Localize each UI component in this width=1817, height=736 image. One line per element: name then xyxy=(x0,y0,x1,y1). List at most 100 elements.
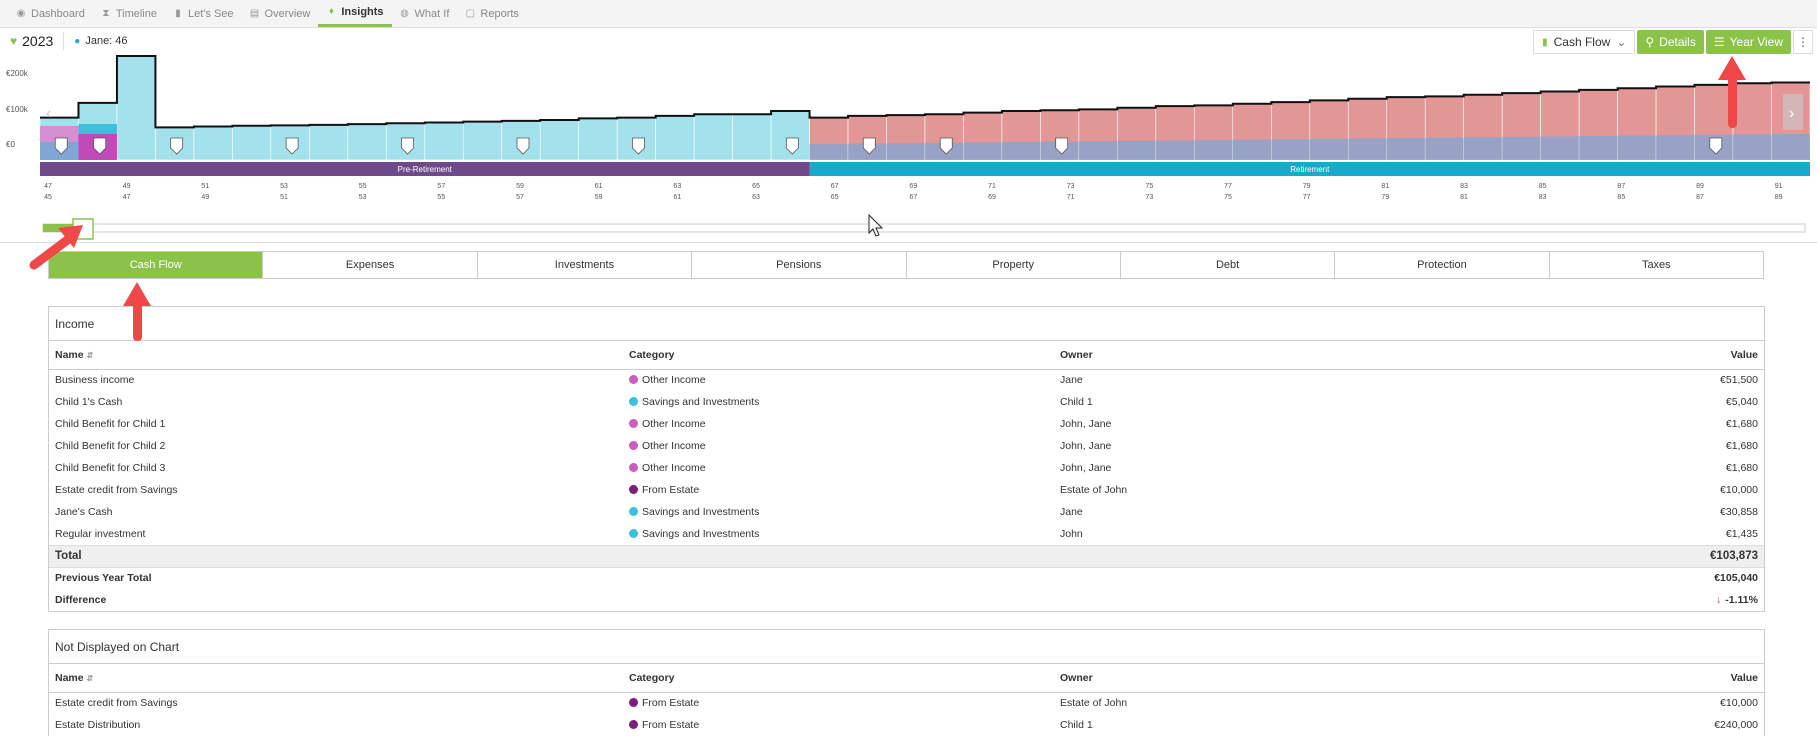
x-tick-label: 89 xyxy=(1696,183,1704,190)
year-label: 2023 xyxy=(22,33,54,49)
tab-taxes[interactable]: Taxes xyxy=(1549,252,1763,278)
row-name: Estate credit from Savings xyxy=(55,697,178,710)
bar-savings xyxy=(1733,134,1772,160)
details-button[interactable]: ⚲ Details xyxy=(1637,30,1704,54)
bar-savings xyxy=(1386,138,1426,160)
x-tick-label: 87 xyxy=(1696,194,1704,201)
col-header-name[interactable]: Name ⇵ xyxy=(49,341,623,370)
tab-debt[interactable]: Debt xyxy=(1120,252,1336,278)
nav-timeline[interactable]: ⧗ Timeline xyxy=(93,0,165,27)
x-tick-label: 49 xyxy=(123,183,131,190)
year-view-button[interactable]: ☰ Year View xyxy=(1705,30,1791,54)
sort-icon[interactable]: ⇵ xyxy=(86,673,94,683)
event-marker-icon xyxy=(516,137,530,155)
tab-cash-flow[interactable]: Cash Flow xyxy=(49,252,264,278)
row-value: €5,040 xyxy=(1725,396,1758,408)
row-name: Jane's Cash xyxy=(55,506,113,518)
nav-let-s-see[interactable]: ▮ Let's See xyxy=(165,0,242,27)
bar-savings xyxy=(963,142,1002,160)
nav-dashboard[interactable]: ◉ Dashboard xyxy=(8,0,93,27)
bar-savings xyxy=(1617,135,1657,160)
tab-property[interactable]: Property xyxy=(906,252,1121,278)
table-row[interactable]: Child Benefit for Child 2 Other Income Joh… xyxy=(49,435,1764,457)
x-tick-label: 81 xyxy=(1460,194,1468,201)
person-selector[interactable]: ● Jane: 46 xyxy=(64,35,127,47)
slider-svg xyxy=(42,218,1806,240)
more-options-icon[interactable]: ⋮ xyxy=(1793,30,1813,54)
category-dot-icon xyxy=(629,698,638,708)
tab-investments[interactable]: Investments xyxy=(477,252,693,278)
nav-overview[interactable]: ▤ Overview xyxy=(242,0,319,27)
file-icon: ▢ xyxy=(465,7,476,19)
year-view-button-label: Year View xyxy=(1729,35,1783,49)
chart-svg: €200k €100k €0 ‹ › Pre-Retirement Retirement 47… xyxy=(6,54,1811,201)
x-tick-label: 53 xyxy=(359,194,367,201)
nav-label: What If xyxy=(414,7,450,20)
table-row[interactable]: Child Benefit for Child 1 Other Income Joh… xyxy=(49,413,1764,435)
event-marker-icon xyxy=(54,137,68,155)
row-category: Other Income xyxy=(642,418,706,430)
x-tick-label: 81 xyxy=(1381,183,1389,190)
bar-chart-icon: ▮ xyxy=(175,7,181,19)
category-dot-icon xyxy=(629,419,638,428)
bar-savings xyxy=(1271,139,1310,160)
row-owner: John, Jane xyxy=(1060,440,1112,452)
bar xyxy=(232,125,272,161)
y-tick-label: €100k xyxy=(6,105,29,114)
nav-label: Let's See xyxy=(188,7,234,20)
x-tick-label: 71 xyxy=(1067,194,1075,201)
arrow-down-icon: ↓ xyxy=(1716,594,1722,606)
slider-track xyxy=(42,223,1806,233)
y-tick-label: €0 xyxy=(6,140,15,149)
bar-savings xyxy=(78,124,117,134)
col-header-name[interactable]: Name ⇵ xyxy=(49,664,623,693)
category-dot-icon xyxy=(629,528,638,538)
table-row[interactable]: Child Benefit for Child 3 Other Income Joh… xyxy=(49,457,1764,479)
slider-handle[interactable] xyxy=(72,218,94,240)
x-tick-label: 63 xyxy=(752,194,760,201)
row-owner: Jane xyxy=(1060,374,1083,387)
x-tick-label: 67 xyxy=(831,183,839,190)
table-row[interactable]: Child 1's Cash Savings and Investments Chi… xyxy=(49,391,1764,413)
table-row[interactable]: Estate Distribution From Estate Child 1 €24… xyxy=(49,714,1764,736)
section-divider xyxy=(0,242,1817,243)
row-owner: Jane xyxy=(1060,506,1083,518)
not-displayed-table: Name ⇵ Category Owner Value Estate credit… xyxy=(49,664,1764,736)
nav-insights[interactable]: ♦ Insights xyxy=(318,0,392,27)
col-header-owner: Owner xyxy=(1054,341,1458,370)
nav-what-if[interactable]: ◍ What If xyxy=(392,0,458,27)
event-marker-icon xyxy=(939,137,953,155)
table-row[interactable]: Business income Other Income Jane €51,500 xyxy=(49,369,1764,391)
row-name: Business income xyxy=(55,374,135,387)
income-table: Name ⇵ Category Owner Value Business inco… xyxy=(49,341,1764,611)
x-tick-label: 73 xyxy=(1067,183,1075,190)
event-marker-icon xyxy=(785,137,799,155)
retirement-band xyxy=(809,162,1810,176)
x-tick-label: 77 xyxy=(1224,183,1232,190)
row-category: Other Income xyxy=(642,440,706,452)
table-row[interactable]: Estate credit from Savings From Estate Est… xyxy=(49,479,1764,501)
bar-other-income xyxy=(40,126,79,144)
x-tick-label: 67 xyxy=(909,194,917,201)
sort-icon[interactable]: ⇵ xyxy=(86,350,94,360)
x-tick-label: 91 xyxy=(1775,183,1783,190)
tab-protection[interactable]: Protection xyxy=(1335,252,1550,278)
tab-pensions[interactable]: Pensions xyxy=(692,252,907,278)
tab-expenses[interactable]: Expenses xyxy=(263,252,478,278)
row-value: €10,000 xyxy=(1720,697,1758,710)
x-tick-label: 85 xyxy=(1539,183,1547,190)
difference-label: Difference xyxy=(55,594,107,606)
total-line xyxy=(40,54,1810,129)
table-row[interactable]: Jane's Cash Savings and Investments Jane €3… xyxy=(49,501,1764,523)
view-dropdown[interactable]: ▮ Cash Flow ⌄ xyxy=(1533,30,1636,54)
nav-label: Timeline xyxy=(115,7,157,20)
row-value: €1,435 xyxy=(1725,527,1758,540)
nav-reports[interactable]: ▢ Reports xyxy=(457,0,527,27)
previous-year-label: Previous Year Total xyxy=(55,572,152,585)
table-row[interactable]: Regular investment Savings and Investment… xyxy=(49,523,1764,545)
table-row[interactable]: Estate credit from Savings From Estate Est… xyxy=(49,692,1764,714)
year-slider[interactable] xyxy=(0,214,1817,242)
category-dot-icon xyxy=(629,507,638,516)
x-tick-label: 55 xyxy=(437,194,445,201)
total-label: Total xyxy=(49,544,1458,568)
